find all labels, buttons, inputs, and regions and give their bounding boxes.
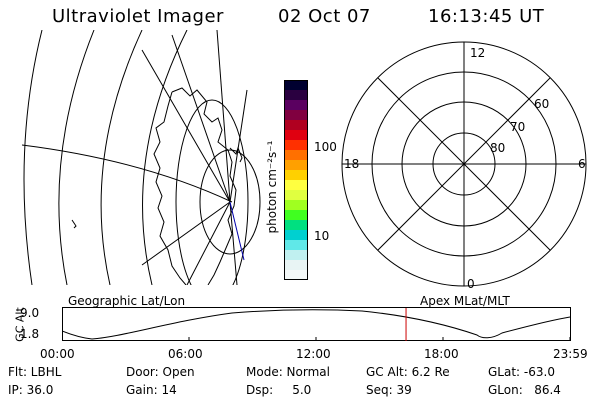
colorbar-tick-10: 10 xyxy=(314,229,330,243)
meridian-line xyxy=(141,201,231,266)
colorbar-cell xyxy=(284,220,308,231)
timeline-time-0: 00:00 xyxy=(40,347,75,361)
lat-label-80: 80 xyxy=(490,141,506,155)
latitude-arc xyxy=(100,30,143,285)
timeline-time-3: 18:00 xyxy=(424,347,459,361)
colorbar-unit-label: photon cm⁻²s⁻¹ xyxy=(265,140,279,234)
timeline-y-min: 1.8 xyxy=(20,327,40,341)
time-label: 16:13:45 UT xyxy=(428,6,545,27)
polar-diagonal xyxy=(377,77,551,251)
colorbar-cell xyxy=(284,210,308,221)
lat-label-70: 70 xyxy=(510,120,526,134)
colorbar-cell xyxy=(284,190,308,201)
coastline xyxy=(153,87,237,285)
colorbar-cell xyxy=(284,270,308,280)
door-status: Door: Open xyxy=(126,365,195,379)
meridian-line xyxy=(141,49,231,203)
latitude-arc xyxy=(142,30,188,285)
lat-label-60: 60 xyxy=(534,97,550,111)
pole-ellipse xyxy=(199,149,261,255)
colorbar-cell xyxy=(284,140,308,151)
coastline xyxy=(229,146,243,163)
glat-status: GLat: -63.0 xyxy=(488,365,555,379)
timeline-time-4: 23:59 xyxy=(553,347,588,361)
timeline-left-title: Geographic Lat/Lon xyxy=(68,294,186,308)
mlt-label-12: 12 xyxy=(470,46,486,60)
ip-status: IP: 36.0 xyxy=(8,383,54,397)
meridian-line xyxy=(22,144,233,203)
colorbar xyxy=(284,80,308,280)
timeline-right-title: Apex MLat/MLT xyxy=(420,294,510,308)
colorbar-tick-100: 100 xyxy=(314,140,337,154)
altitude-curve xyxy=(62,309,571,340)
mlt-label-0: 0 xyxy=(467,277,475,291)
timeline-time-2: 12:00 xyxy=(296,347,331,361)
colorbar-cell xyxy=(284,230,308,241)
colorbar-cell xyxy=(284,80,308,91)
dsp-status: Dsp: 5.0 xyxy=(246,383,312,397)
seq-status: Seq: 39 xyxy=(366,383,412,397)
timeline-y-max: 9.0 xyxy=(20,306,40,320)
colorbar-cell xyxy=(284,130,308,141)
filter-status: Flt: LBHL xyxy=(8,365,62,379)
mode-status: Mode: Normal xyxy=(246,365,330,379)
glon-status: GLon: 86.4 xyxy=(488,383,561,397)
latitude-arc xyxy=(58,30,95,285)
gc-alt-status: GC Alt: 6.2 Re xyxy=(366,365,450,379)
meridian-line xyxy=(186,201,231,285)
colorbar-cell xyxy=(284,250,308,261)
date-label: 02 Oct 07 xyxy=(278,6,371,27)
polar-plot xyxy=(341,41,587,287)
colorbar-cell xyxy=(284,110,308,121)
meridian-line xyxy=(229,89,248,203)
colorbar-cell xyxy=(284,90,308,101)
colorbar-cell xyxy=(284,200,308,211)
colorbar-cell xyxy=(284,150,308,161)
mlt-label-6: 6 xyxy=(578,157,586,171)
timeline-time-1: 06:00 xyxy=(168,347,203,361)
colorbar-cell xyxy=(284,180,308,191)
colorbar-cell xyxy=(284,160,308,171)
colorbar-cell xyxy=(284,170,308,181)
geographic-map xyxy=(22,30,261,285)
colorbar-cell xyxy=(284,120,308,131)
earth-limb xyxy=(175,99,249,285)
instrument-title: Ultraviolet Imager xyxy=(52,6,224,27)
meridian-line xyxy=(229,201,238,285)
meridian-line xyxy=(216,30,231,203)
meridian-line xyxy=(171,34,231,203)
altitude-timeline xyxy=(62,307,571,341)
colorbar-cell xyxy=(284,100,308,111)
colorbar-cell xyxy=(284,240,308,251)
colorbar-cell xyxy=(284,260,308,271)
latitude-arc xyxy=(23,30,43,285)
gain-status: Gain: 14 xyxy=(126,383,177,397)
mlt-label-18: 18 xyxy=(344,157,360,171)
coastline xyxy=(71,219,77,229)
meridian-line xyxy=(229,201,245,261)
